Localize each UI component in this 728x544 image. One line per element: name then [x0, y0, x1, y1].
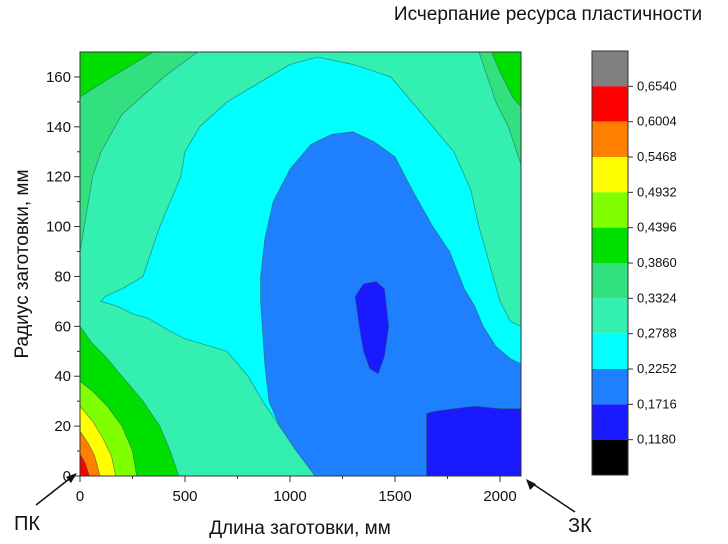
x-tick-label: 2000 [483, 488, 516, 505]
y-tick-label: 120 [46, 169, 71, 186]
y-tick-label: 160 [46, 69, 71, 86]
annotation-end: ЗК [568, 515, 592, 537]
colorbar: 0,6540 0,6004 0,5468 0,4932 0,4396 0,3860 0,33… [591, 50, 677, 476]
plot-area: 0 500 1000 1500 2000 0 20 40 60 80 100 120 140 160 [46, 51, 522, 505]
y-tick-label: 100 [46, 219, 71, 236]
x-tick-label: 1500 [378, 488, 411, 505]
colorbar-label: 0,6004 [637, 114, 677, 129]
y-tick-label: 80 [54, 268, 71, 285]
y-tick-label: 0 [63, 468, 71, 485]
colorbar-label: 0,2252 [637, 361, 677, 376]
y-tick-label: 40 [54, 368, 71, 385]
colorbar-label: 0,3324 [637, 290, 677, 305]
colorbar-label: 0,4396 [637, 220, 677, 235]
colorbar-label: 0,2788 [637, 326, 677, 341]
chart-title: Исчерпание ресурса пластичности [394, 4, 702, 25]
x-axis-title: Длина заготовки, мм [209, 518, 391, 539]
colorbar-swatch [592, 404, 628, 440]
x-tick-label: 1000 [273, 488, 306, 505]
x-tick-label: 500 [172, 488, 197, 505]
y-tick-label: 140 [46, 119, 71, 136]
contour-region-12 [80, 52, 155, 98]
y-tick-label: 20 [54, 418, 71, 435]
plot-frame [79, 51, 522, 477]
contour-region-7 [491, 52, 521, 108]
colorbar-swatch [592, 439, 628, 475]
colorbar-swatch [592, 192, 628, 228]
colorbar-label: 0,4932 [637, 184, 677, 199]
y-tick-label: 60 [54, 318, 71, 335]
colorbar-swatch [592, 51, 628, 87]
contour-region-3 [260, 131, 521, 476]
colorbar-label: 0,6540 [637, 78, 677, 93]
x-axis-ticks: 0 500 1000 1500 2000 [76, 476, 517, 505]
colorbar-label: 0,1716 [637, 396, 677, 411]
annotations: ПК ЗК [14, 473, 592, 537]
colorbar-swatch [592, 227, 628, 263]
colorbar-swatch [592, 263, 628, 299]
y-axis-ticks: 0 20 40 60 80 100 120 140 160 [46, 69, 80, 485]
contour-region-5 [426, 405, 521, 476]
colorbar-label: 0,3860 [637, 255, 677, 270]
x-tick-label: 0 [76, 488, 84, 505]
colorbar-swatch [592, 86, 628, 122]
colorbar-swatch [592, 121, 628, 157]
colorbar-swatch [592, 157, 628, 193]
contour-region-4 [354, 281, 390, 375]
start-arrow [35, 473, 77, 506]
colorbar-swatch [592, 298, 628, 334]
colorbar-swatch [592, 369, 628, 405]
contour-regions [80, 52, 521, 476]
annotation-start: ПК [14, 513, 40, 535]
contour-region-11 [80, 453, 90, 476]
y-axis-title: Радиус заготовки, мм [12, 169, 33, 358]
colorbar-label: 0,5468 [637, 149, 677, 164]
colorbar-swatch [592, 333, 628, 369]
end-arrow [526, 479, 576, 513]
colorbar-label: 0,1180 [637, 432, 676, 447]
